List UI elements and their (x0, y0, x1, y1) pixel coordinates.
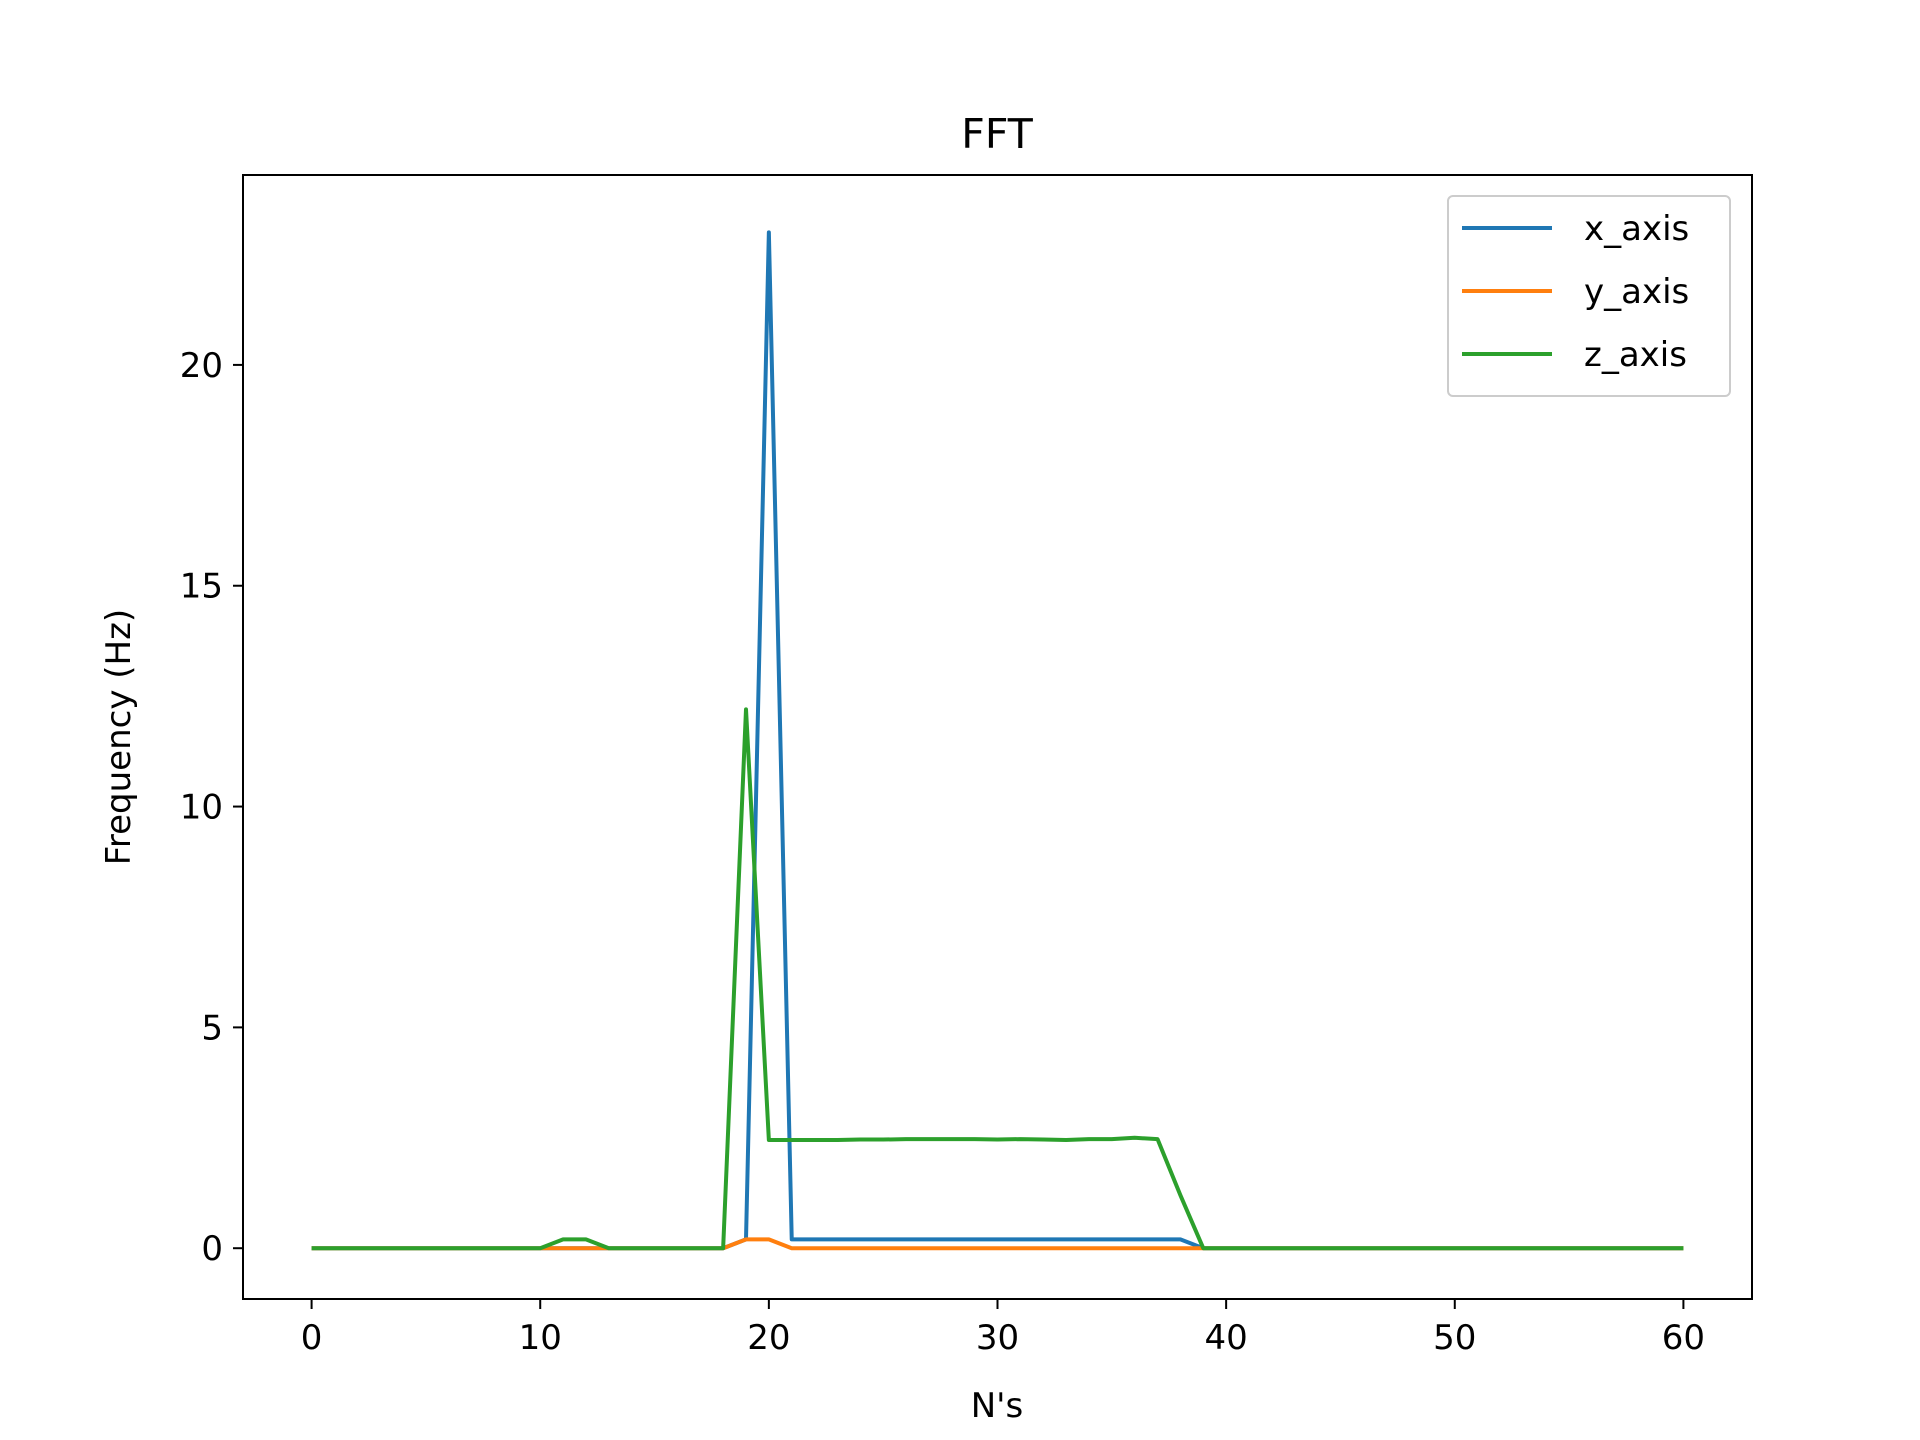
y-tick-label: 20 (180, 346, 223, 386)
chart-title: FFT (961, 110, 1033, 158)
series-layer (311, 230, 1684, 1251)
legend-label-z-axis: z_axis (1584, 335, 1687, 375)
x-tick-label: 30 (976, 1318, 1019, 1358)
legend-label-y-axis: y_axis (1584, 272, 1689, 312)
legend-box (1447, 195, 1731, 397)
x-tick-label: 20 (747, 1318, 790, 1358)
x-tick-label: 0 (301, 1318, 323, 1358)
y-tick-label: 5 (201, 1008, 223, 1048)
legend: x_axis y_axis z_axis (1447, 195, 1731, 397)
x-tick-label: 10 (519, 1318, 562, 1358)
legend-label-x-axis: x_axis (1584, 209, 1689, 249)
y-tick-label: 10 (180, 788, 223, 828)
series-line-z-axis (311, 707, 1684, 1251)
x-axis-label: N's (971, 1386, 1024, 1426)
y-axis: 0 5 10 15 20 (180, 346, 243, 1269)
x-tick-label: 50 (1433, 1318, 1476, 1358)
x-tick-label: 60 (1662, 1318, 1705, 1358)
x-tick-label: 40 (1205, 1318, 1248, 1358)
x-axis: 0 10 20 30 40 50 60 (301, 1299, 1705, 1358)
y-tick-label: 0 (201, 1229, 223, 1269)
y-tick-label: 15 (180, 567, 223, 607)
y-axis-label: Frequency (Hz) (99, 609, 139, 865)
